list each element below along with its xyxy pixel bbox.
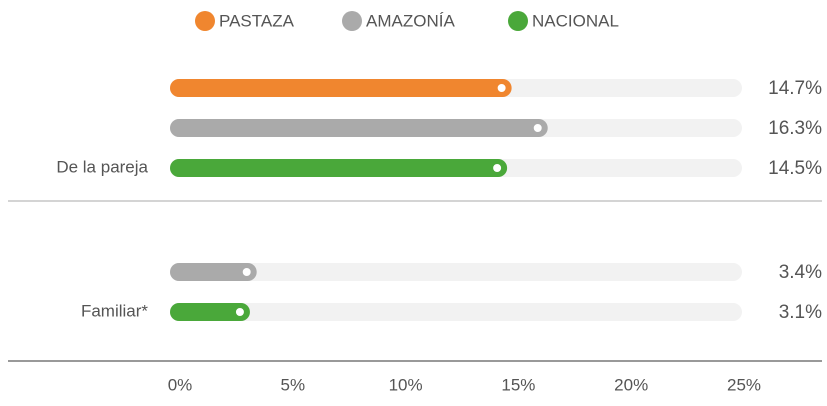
bar-end-dot — [234, 307, 245, 317]
category-label: Familiar* — [81, 301, 148, 320]
legend-swatch — [508, 11, 528, 31]
legend-swatch — [342, 11, 362, 31]
legend-label: PASTAZA — [219, 11, 295, 30]
x-tick-label: 20% — [614, 375, 648, 394]
x-tick-label: 15% — [501, 375, 535, 394]
bar — [170, 303, 250, 321]
legend-label: AMAZONÍA — [366, 11, 455, 30]
bar — [170, 119, 548, 137]
bar-end-dot — [496, 83, 507, 93]
x-tick-label: 5% — [281, 375, 306, 394]
bar-end-dot — [241, 267, 252, 277]
value-label: 3.1% — [779, 302, 822, 323]
legend-label: NACIONAL — [532, 11, 619, 30]
x-tick-label: 0% — [168, 375, 193, 394]
bar-track — [170, 263, 742, 281]
bar-end-dot — [532, 123, 543, 133]
bar-track — [170, 303, 742, 321]
bar — [170, 79, 512, 97]
x-tick-label: 25% — [727, 375, 761, 394]
value-label: 3.4% — [779, 262, 822, 283]
value-label: 14.5% — [768, 158, 822, 179]
legend-swatch — [195, 11, 215, 31]
category-label: De la pareja — [56, 157, 148, 176]
bar — [170, 159, 508, 177]
x-tick-label: 10% — [389, 375, 423, 394]
bar-end-dot — [492, 163, 503, 173]
value-label: 14.7% — [768, 78, 822, 99]
bar — [170, 263, 257, 281]
value-label: 16.3% — [768, 118, 822, 139]
